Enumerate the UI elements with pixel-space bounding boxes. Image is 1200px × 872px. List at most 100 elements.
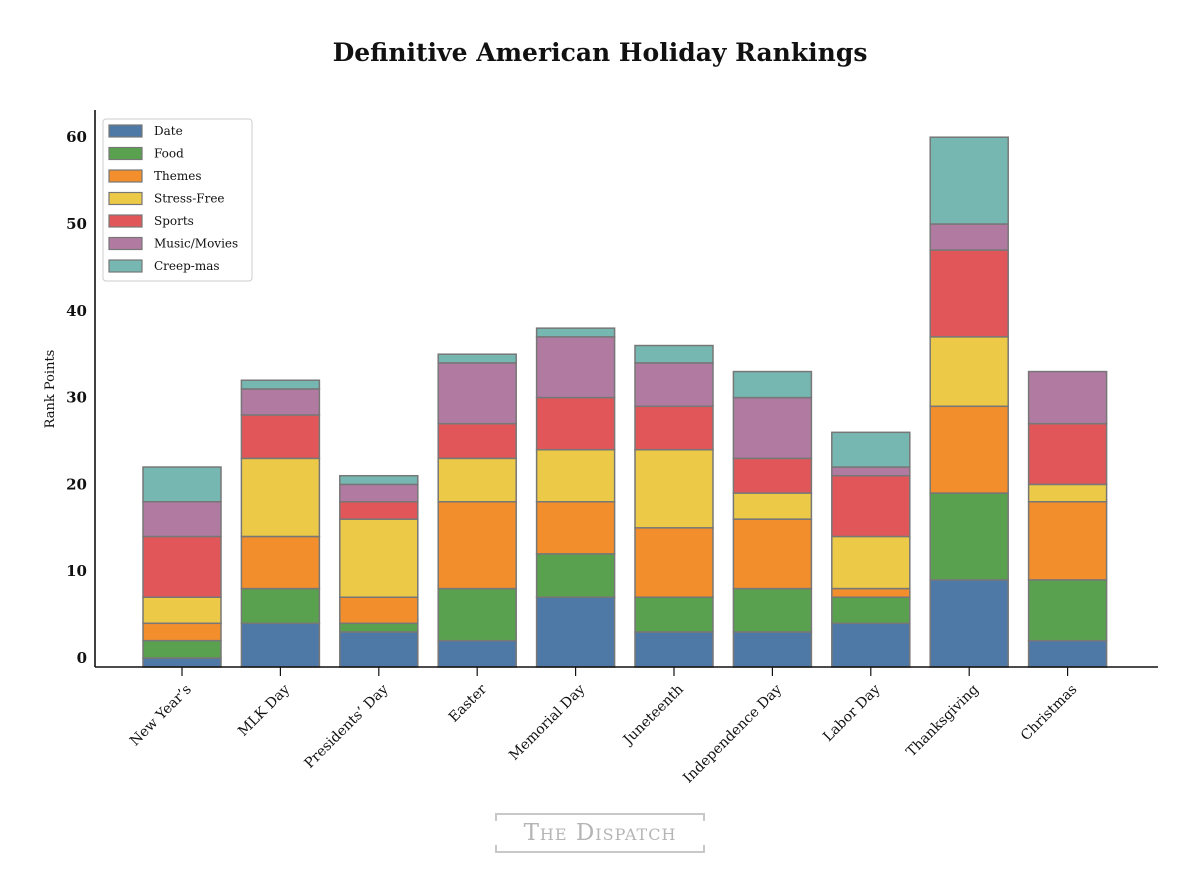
bar-stack (929, 136, 1009, 668)
bar-segment-sports (339, 501, 419, 520)
bar-segment-stress-free (142, 596, 222, 625)
bar-segment-date (929, 579, 1009, 668)
bar-segment-food (929, 492, 1009, 581)
bar-segment-creep-mas (437, 353, 517, 364)
legend-label: Music/Movies (154, 237, 238, 251)
y-tick-label: 30 (66, 389, 87, 407)
y-tick-label: 10 (66, 562, 87, 580)
axes-layer: Rank Points (43, 110, 1158, 668)
bar-segment-date (339, 631, 419, 668)
legend-label: Stress-Free (154, 192, 225, 206)
bar-segment-creep-mas (535, 327, 616, 338)
bar-segment-music-movies (1027, 370, 1108, 425)
bar-segment-sports (437, 422, 517, 460)
bar-stack (142, 466, 222, 668)
bar-segment-music-movies (339, 483, 419, 503)
bar-segment-sports (732, 457, 813, 494)
y-tick-label: 0 (77, 649, 87, 667)
bar-segment-music-movies (240, 388, 321, 416)
bar-segment-date (437, 639, 517, 668)
bar-segment-date (831, 622, 911, 668)
bar-segment-stress-free (339, 518, 419, 598)
x-ticks: New Year’s MLK Day Presidents’ Day Easter Me… (127, 667, 1080, 786)
bar-segment-food (831, 596, 911, 625)
bar-segment-sports (1027, 422, 1108, 486)
bar-segment-music-movies (634, 362, 714, 408)
x-tick-label: Presidents’ Day (301, 681, 391, 771)
bar-segment-food (1027, 579, 1108, 642)
bar-segment-themes (929, 405, 1009, 494)
bar-stack (339, 474, 419, 668)
legend-label: Themes (154, 169, 201, 183)
bar-segment-themes (339, 596, 419, 625)
legend-label: Food (154, 147, 184, 161)
bar-segment-date (732, 631, 813, 668)
bar-segment-themes (1027, 501, 1108, 581)
bar-segment-themes (535, 501, 616, 555)
bar-stack (535, 327, 616, 668)
bar-segment-food (437, 587, 517, 642)
bar-segment-date (240, 622, 321, 668)
x-tick-label: Easter (446, 681, 490, 725)
watermark-frame-gap (491, 821, 709, 845)
bar-segment-creep-mas (929, 136, 1009, 225)
bar-segment-music-movies (732, 396, 813, 460)
bar-segment-sports (831, 474, 911, 538)
bar-segment-date (634, 631, 714, 668)
bar-segment-stress-free (535, 448, 616, 503)
legend-swatch (108, 169, 143, 183)
x-tick-label: Thanksgiving (903, 681, 982, 760)
x-tick-label: MLK Day (235, 681, 293, 739)
bar-segment-food (634, 596, 714, 633)
x-tick-label: Christmas (1018, 682, 1081, 745)
y-tick-label: 40 (66, 302, 87, 320)
bar-segment-stress-free (634, 448, 714, 529)
legend-swatch (108, 259, 143, 273)
watermark-logo: The Dispatch (491, 813, 709, 853)
bar-segment-stress-free (240, 457, 321, 538)
bar-segment-themes (634, 527, 714, 598)
y-ticks: 0 10 20 30 40 50 60 (66, 128, 87, 667)
bar-segment-creep-mas (142, 466, 222, 503)
x-tick-label: New Year’s (127, 682, 195, 750)
legend-swatch (108, 214, 143, 228)
legend-swatch (108, 146, 143, 161)
bar-segment-stress-free (929, 336, 1009, 408)
bar-segment-stress-free (732, 492, 813, 520)
legend: Date Food Themes Stress-Free Sports Music/Mov… (102, 118, 253, 282)
bar-segment-music-movies (437, 362, 517, 425)
x-tick-label: Labor Day (820, 681, 883, 744)
bar-segment-date (1027, 639, 1108, 668)
x-tick-label: Juneteenth (619, 682, 687, 750)
bar-segment-stress-free (831, 535, 911, 590)
bar-segment-sports (634, 405, 714, 451)
bar-segment-sports (142, 535, 222, 598)
bar-segment-date (535, 596, 616, 668)
bar-segment-creep-mas (732, 370, 813, 399)
legend-label: Creep-mas (154, 259, 220, 273)
bar-segment-creep-mas (634, 344, 714, 364)
bar-stack (437, 353, 517, 668)
chart-title: Definitive American Holiday Rankings (332, 38, 868, 67)
bar-segment-music-movies (535, 336, 616, 399)
legend-swatch (108, 236, 143, 251)
bar-segment-themes (142, 622, 222, 642)
bar-segment-creep-mas (240, 379, 321, 390)
y-tick-label: 50 (66, 215, 87, 233)
watermark-text: The Dispatch (523, 820, 677, 846)
bar-segment-food (339, 622, 419, 633)
bar-stack (1027, 370, 1108, 668)
bar-segment-food (142, 639, 222, 659)
legend-label: Sports (154, 214, 194, 228)
bar-segment-sports (535, 396, 616, 451)
bar-segment-sports (240, 414, 321, 460)
bar-segment-music-movies (142, 501, 222, 538)
bar-stack (831, 431, 911, 668)
bar-segment-food (732, 587, 813, 633)
bar-segment-food (240, 587, 321, 625)
bar-segment-stress-free (437, 457, 517, 503)
y-tick-label: 20 (66, 475, 87, 493)
bars-layer (142, 136, 1108, 668)
bar-segment-stress-free (1027, 483, 1108, 503)
